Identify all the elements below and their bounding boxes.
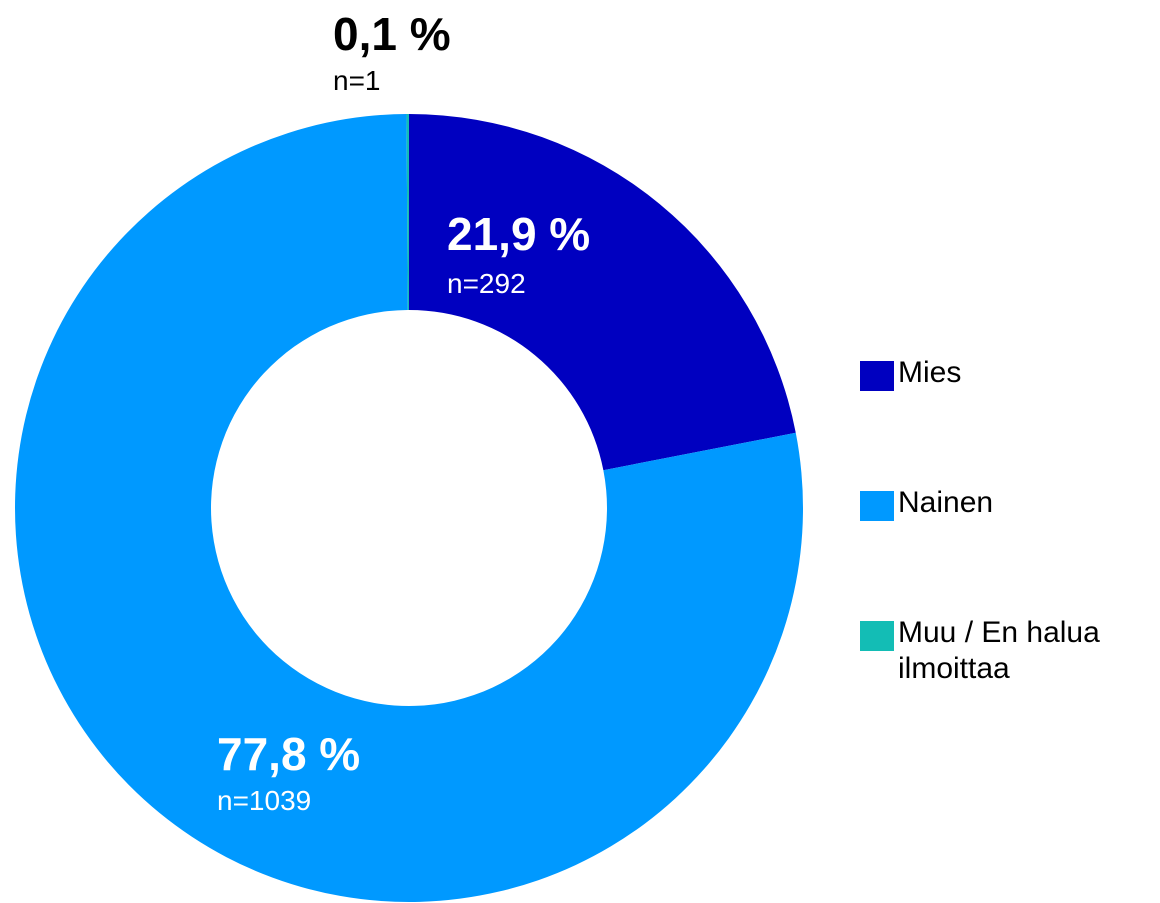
donut-segment (406, 114, 409, 311)
donut-segment (14, 114, 803, 902)
value-label: 0,1 % (333, 8, 451, 60)
legend-label: Nainen (898, 486, 994, 519)
legend-item: Nainen (860, 485, 1160, 615)
legend-swatch (860, 491, 894, 521)
value-label: 77,8 % (217, 728, 360, 780)
legend-swatch (860, 621, 894, 651)
count-label: n=1039 (217, 785, 311, 816)
legend-item: Mies (860, 355, 1160, 485)
value-label: 21,9 % (447, 208, 590, 260)
legend: Mies Nainen Muu / En halua ilmoittaa (860, 355, 1160, 745)
legend-label: Muu / En halua ilmoittaa (898, 616, 1100, 685)
legend-item: Muu / En halua ilmoittaa (860, 615, 1160, 745)
legend-label: Mies (898, 356, 962, 389)
count-label: n=1 (333, 65, 381, 96)
legend-swatch (860, 361, 894, 391)
count-label: n=292 (447, 268, 526, 299)
donut-segment (409, 114, 796, 471)
